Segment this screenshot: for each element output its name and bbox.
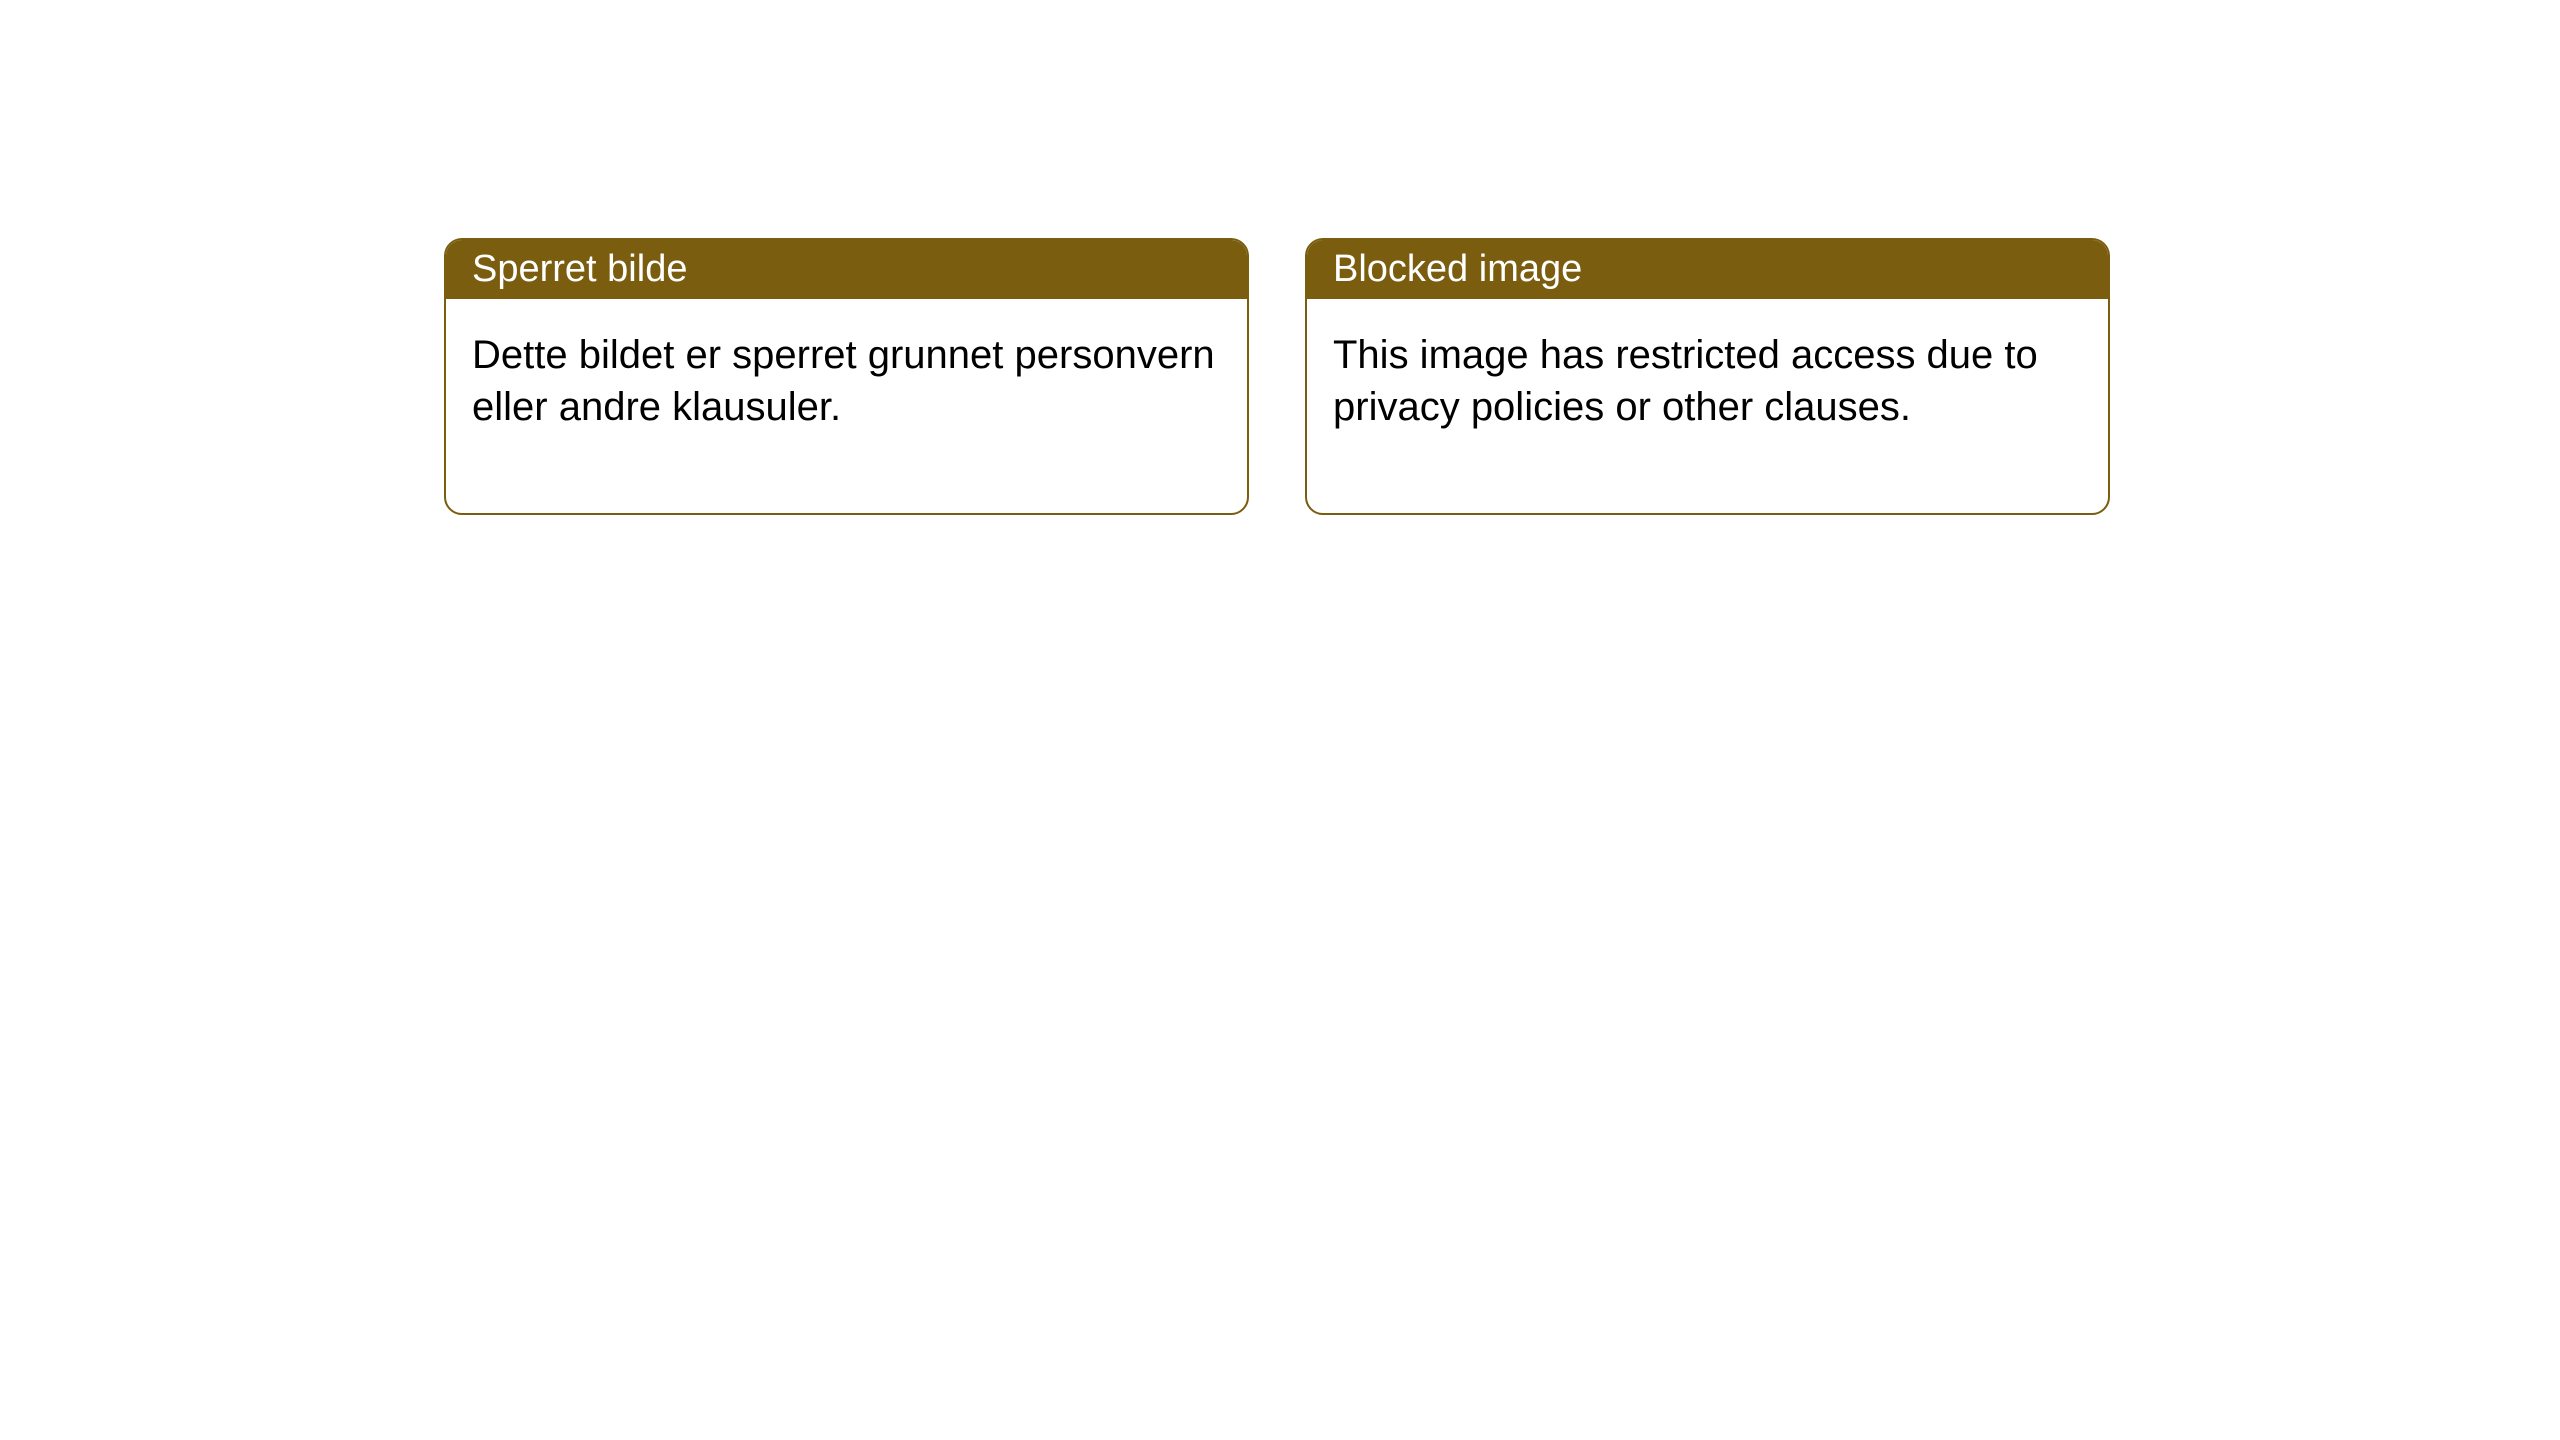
card-title-english: Blocked image — [1333, 248, 1582, 290]
notice-container: Sperret bilde Dette bildet er sperret gr… — [0, 0, 2560, 515]
card-text-norwegian: Dette bildet er sperret grunnet personve… — [472, 333, 1215, 429]
card-header-norwegian: Sperret bilde — [446, 240, 1247, 299]
card-header-english: Blocked image — [1307, 240, 2108, 299]
card-body-norwegian: Dette bildet er sperret grunnet personve… — [446, 299, 1247, 513]
card-body-english: This image has restricted access due to … — [1307, 299, 2108, 513]
blocked-image-card-english: Blocked image This image has restricted … — [1305, 238, 2110, 515]
card-title-norwegian: Sperret bilde — [472, 248, 687, 290]
card-text-english: This image has restricted access due to … — [1333, 333, 2038, 429]
blocked-image-card-norwegian: Sperret bilde Dette bildet er sperret gr… — [444, 238, 1249, 515]
